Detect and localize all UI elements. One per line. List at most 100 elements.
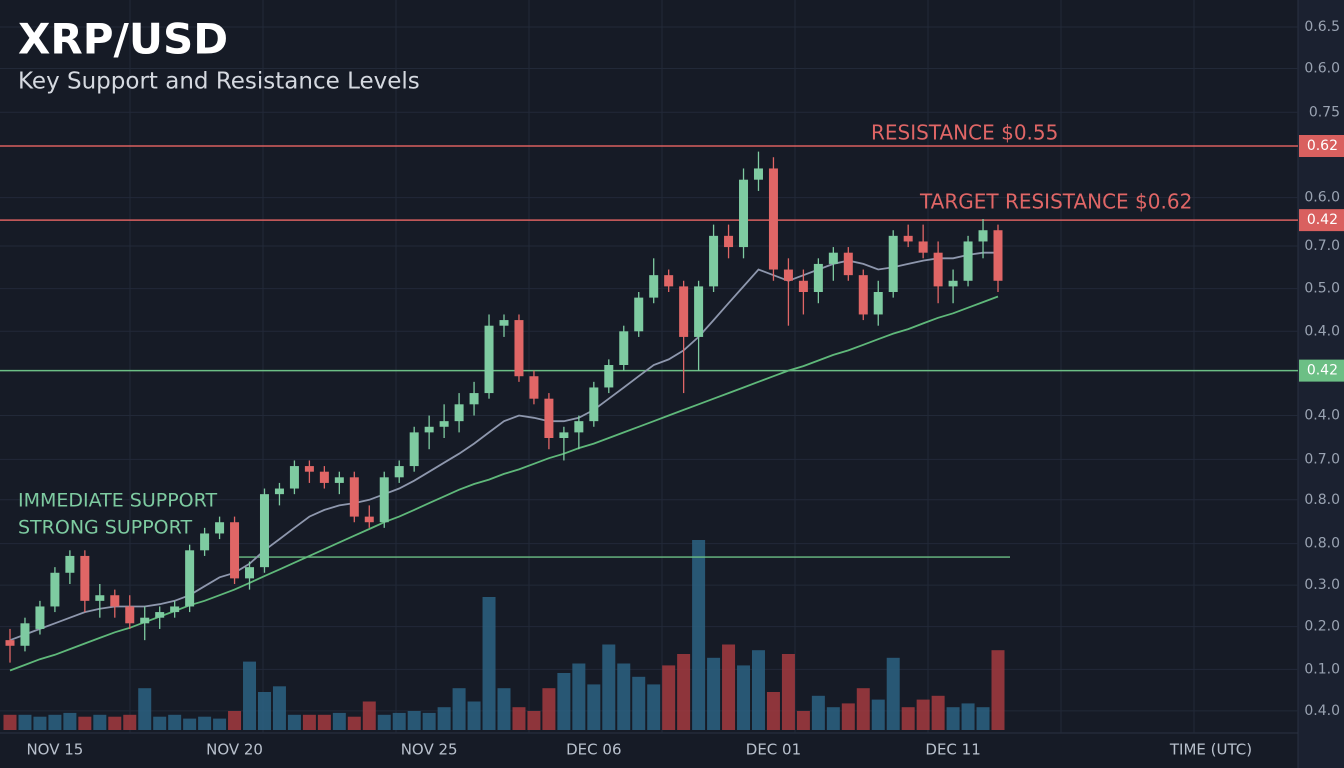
candle-body (514, 320, 524, 377)
x-tick-label: DEC 06 (566, 741, 621, 759)
candle-body (304, 466, 314, 472)
candle-body (664, 275, 674, 287)
volume-bar (497, 688, 511, 730)
volume-bar (392, 712, 406, 730)
volume-bar (886, 657, 900, 730)
y-tick-label: 0.6.0 (1304, 190, 1340, 206)
candle-body (424, 426, 434, 433)
candle-body (694, 286, 704, 337)
volume-bar (332, 712, 346, 730)
y-tick-label: 0.75 (1309, 104, 1340, 120)
level-tag (1299, 359, 1344, 382)
volume-bar (587, 684, 601, 730)
candle-body (783, 269, 793, 281)
volume-bar (946, 707, 960, 730)
volume-bar (542, 688, 556, 730)
volume-bar (931, 695, 945, 730)
candle-body (65, 555, 75, 573)
level-tag-label: 0.62 (1307, 138, 1338, 154)
volume-layer (3, 540, 1005, 730)
y-tick-label: 0.7.0 (1304, 451, 1340, 467)
y-tick-label: 0.7.0 (1304, 238, 1340, 254)
candle-body (948, 280, 958, 287)
candle-body (753, 168, 763, 180)
volume-bar (317, 714, 331, 730)
annotation: STRONG SUPPORT (18, 517, 192, 539)
candle-body (768, 168, 778, 270)
volume-bar (557, 673, 571, 730)
x-tick-label: NOV 25 (401, 741, 458, 759)
candle-body (349, 477, 359, 517)
volume-bar (602, 644, 616, 730)
y-tick-label: 0.6.5 (1304, 19, 1340, 35)
candle-body (529, 376, 539, 399)
candle-body (978, 230, 988, 242)
candle-body (200, 533, 210, 551)
candle-body (319, 471, 329, 483)
x-tick-label: DEC 11 (925, 741, 980, 759)
volume-bar (647, 684, 661, 730)
candle-body (679, 286, 689, 337)
candle-body (215, 522, 225, 534)
volume-bar (692, 540, 706, 730)
volume-bar (108, 716, 122, 730)
annotation: TARGET RESISTANCE $0.62 (919, 190, 1192, 214)
candle-body (724, 235, 734, 248)
volume-bar (63, 712, 77, 730)
chart-title: XRP/USD (18, 15, 228, 64)
volume-bar (33, 716, 47, 730)
volume-bar (48, 714, 62, 730)
volume-bar (527, 711, 541, 730)
candle-body (993, 230, 1003, 281)
volume-bar (976, 707, 990, 730)
candle-body (544, 398, 554, 438)
candle-body (170, 606, 180, 613)
volume-bar (3, 714, 17, 730)
candle-layer (5, 151, 1003, 663)
volume-bar (737, 665, 751, 730)
candle-body (185, 550, 195, 607)
y-tick-label: 0.6.0 (1304, 61, 1340, 77)
volume-bar (198, 716, 212, 730)
volume-bar (437, 707, 451, 730)
candle-body (409, 432, 419, 467)
y-tick-label: 0.4.0 (1304, 323, 1340, 339)
y-tick-label: 0.8.0 (1304, 536, 1340, 552)
volume-bar (901, 707, 915, 730)
volume-bar (991, 650, 1005, 730)
volume-bar (93, 714, 107, 730)
candle-body (439, 421, 449, 427)
y-tick-label: 0.4.0 (1304, 703, 1340, 719)
volume-bar (183, 718, 197, 730)
volume-bar (572, 663, 586, 730)
volume-bar (272, 686, 286, 730)
annotation: IMMEDIATE SUPPORT (18, 490, 217, 512)
volume-bar (617, 663, 631, 730)
grid (0, 0, 1298, 733)
volume-bar (467, 701, 481, 730)
x-tick-label: NOV 20 (206, 741, 263, 759)
levels-layer: 0.62 0.42 0.42 (0, 135, 1344, 558)
volume-bar (707, 657, 721, 730)
volume-bar (811, 695, 825, 730)
candle-body (709, 235, 719, 287)
candle-body (274, 488, 284, 495)
candle-body (843, 252, 853, 276)
candle-body (933, 252, 943, 287)
candle-body (245, 567, 255, 579)
candle-body (604, 365, 614, 388)
candle-body (334, 477, 344, 483)
volume-bar (871, 699, 885, 730)
volume-bar (257, 692, 271, 730)
y-tick-label: 0.8.0 (1304, 492, 1340, 508)
label-layer: XRP/USD Key Support and Resistance Level… (18, 15, 1340, 759)
volume-bar (512, 707, 526, 730)
volume-bar (796, 711, 810, 730)
volume-bar (826, 707, 840, 730)
candle-body (903, 235, 913, 242)
candle-body (828, 252, 838, 264)
volume-bar (18, 714, 32, 730)
candle-body (110, 595, 120, 607)
volume-bar (228, 711, 242, 730)
price-axis-panel (1298, 0, 1344, 768)
